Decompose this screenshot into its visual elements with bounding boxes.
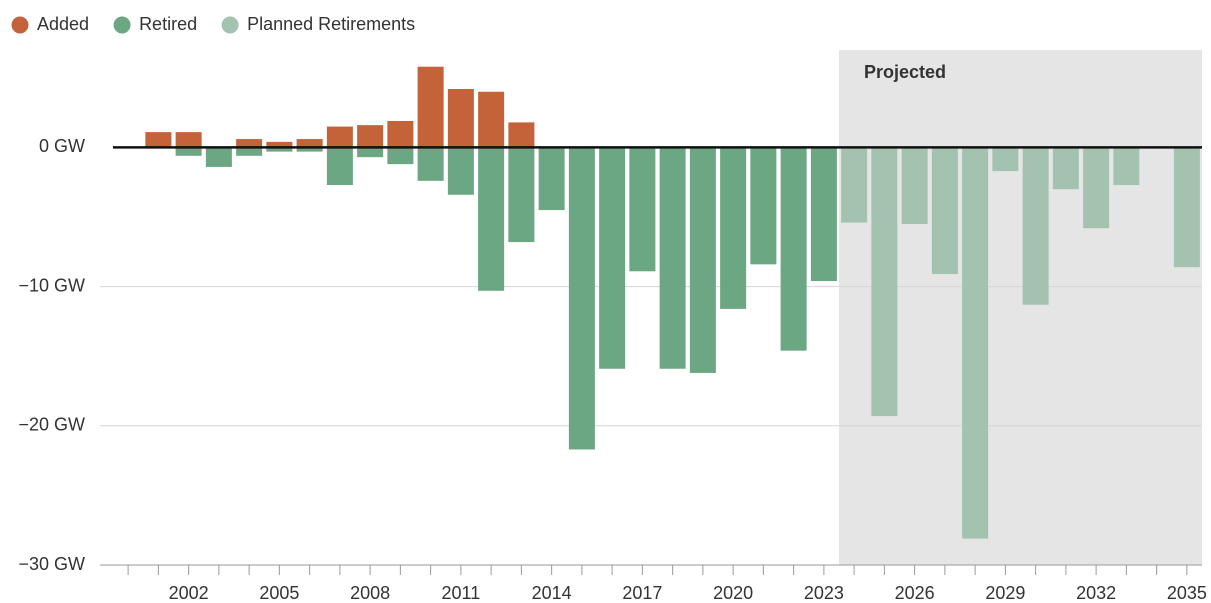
legend-label: Added	[37, 14, 89, 34]
bar	[750, 147, 777, 265]
legend-swatch	[11, 16, 29, 34]
bar	[326, 147, 353, 186]
bar	[962, 147, 989, 539]
bar	[447, 88, 474, 148]
bar	[447, 147, 474, 195]
bar	[236, 139, 263, 148]
x-tick-label: 2026	[895, 583, 935, 603]
bar	[659, 147, 686, 369]
bar	[326, 126, 353, 148]
bar	[417, 147, 444, 181]
bar	[901, 147, 928, 224]
x-tick-label: 2017	[622, 583, 662, 603]
bar	[387, 147, 414, 165]
legend-label: Planned Retirements	[247, 14, 415, 34]
bar	[175, 147, 202, 156]
bar	[145, 132, 172, 148]
bar	[357, 125, 384, 148]
x-tick-label: 2005	[259, 583, 299, 603]
legend-label: Retired	[139, 14, 197, 34]
legend-swatch	[113, 16, 131, 34]
x-tick-label: 2002	[169, 583, 209, 603]
bar	[629, 147, 656, 272]
bar	[1173, 147, 1200, 268]
projected-region	[839, 50, 1202, 565]
bar	[387, 120, 414, 148]
bar	[417, 66, 444, 148]
y-tick-label: −10 GW	[18, 275, 85, 295]
x-tick-label: 2014	[532, 583, 572, 603]
projected-label: Projected	[864, 62, 946, 82]
bar	[1052, 147, 1079, 190]
x-tick-label: 2008	[350, 583, 390, 603]
bar	[175, 132, 202, 148]
x-tick-label: 2032	[1076, 583, 1116, 603]
bar	[720, 147, 747, 309]
bar	[931, 147, 958, 275]
bar	[599, 147, 626, 369]
x-tick-label: 2035	[1167, 583, 1207, 603]
bar	[992, 147, 1019, 172]
bar	[1022, 147, 1049, 305]
bar	[478, 147, 505, 291]
x-tick-label: 2029	[985, 583, 1025, 603]
bar	[841, 147, 868, 223]
y-tick-label: −20 GW	[18, 415, 85, 435]
bar	[508, 122, 535, 148]
bar	[266, 147, 293, 152]
bar	[266, 141, 293, 148]
bar	[810, 147, 837, 282]
bar	[296, 147, 323, 152]
bar	[478, 91, 505, 148]
bar	[689, 147, 716, 373]
x-tick-label: 2020	[713, 583, 753, 603]
bar	[357, 147, 384, 158]
legend-swatch	[221, 16, 239, 34]
bar	[205, 147, 232, 167]
y-tick-label: 0 GW	[39, 136, 85, 156]
bar	[568, 147, 595, 450]
y-tick-label: −30 GW	[18, 554, 85, 574]
bar	[236, 147, 263, 156]
bar	[538, 147, 565, 211]
x-tick-label: 2011	[442, 583, 481, 603]
bar	[1083, 147, 1110, 229]
bar	[296, 139, 323, 148]
bar	[780, 147, 807, 351]
bar	[871, 147, 898, 417]
bar	[508, 147, 535, 243]
x-tick-label: 2023	[804, 583, 844, 603]
bar	[1113, 147, 1140, 186]
